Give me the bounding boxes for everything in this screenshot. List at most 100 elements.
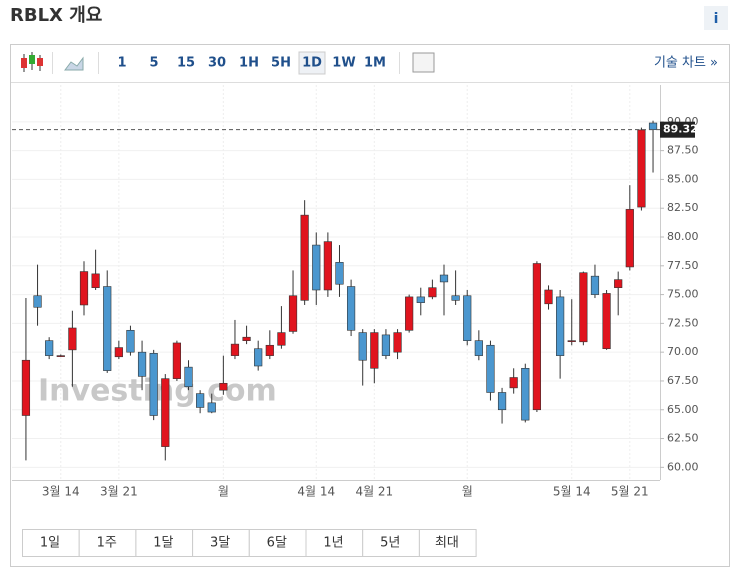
candle-body: [254, 348, 263, 367]
range-label[interactable]: 1주: [97, 536, 117, 551]
x-tick-label: 3월 14: [42, 485, 80, 499]
range-button[interactable]: [305, 529, 364, 557]
candle-body: [137, 351, 147, 377]
technical-chart-link[interactable]: 기술 차트 »: [654, 56, 718, 71]
y-tick-label: 77.50: [667, 259, 699, 272]
candle-icon[interactable]: [21, 52, 43, 72]
candle-body: [207, 402, 216, 413]
range-button[interactable]: [192, 529, 250, 557]
candle-body: [439, 274, 449, 283]
candle-body: [358, 332, 367, 361]
interval-button[interactable]: 1D: [302, 56, 322, 71]
last-price-box: [660, 121, 695, 138]
candle-body: [196, 393, 205, 408]
candle-body: [451, 295, 460, 301]
active-interval-box: [298, 51, 326, 75]
interval-button[interactable]: 5: [149, 56, 158, 71]
candle-body: [381, 334, 391, 356]
candle-body: [497, 392, 507, 411]
x-tick-label: 3월 21: [100, 485, 138, 499]
candle-body: [45, 340, 54, 356]
candle-body: [219, 382, 228, 391]
range-button[interactable]: [418, 529, 477, 557]
candle-body: [567, 340, 576, 342]
candle-body: [277, 332, 286, 346]
range-label[interactable]: 6달: [267, 536, 287, 551]
y-tick-label: 60.00: [667, 460, 699, 473]
interval-button[interactable]: 1W: [332, 56, 355, 71]
candle-body: [346, 286, 356, 331]
range-label[interactable]: 1년: [323, 536, 343, 551]
y-tick-label: 65.00: [667, 403, 699, 416]
y-tick-label: 87.50: [667, 144, 699, 157]
candle-body: [161, 378, 170, 447]
candle-body: [68, 327, 77, 351]
candle-body: [265, 344, 274, 356]
interval-button[interactable]: 1M: [364, 56, 386, 71]
candle-body: [614, 279, 623, 288]
candle-body: [126, 329, 135, 353]
candle-body: [149, 353, 158, 416]
candle-body: [509, 377, 518, 389]
candle-body: [114, 347, 123, 358]
range-button[interactable]: [248, 529, 307, 557]
last-price-label: 89.32: [663, 123, 698, 136]
y-tick-label: 62.50: [667, 432, 699, 445]
interval-button[interactable]: 5H: [271, 56, 291, 71]
candle-body: [486, 344, 495, 393]
y-tick-label: 85.00: [667, 172, 699, 185]
interval-button[interactable]: 15: [177, 56, 195, 71]
candle-body: [602, 293, 611, 350]
candle-body: [637, 129, 646, 208]
range-label[interactable]: 1달: [153, 536, 173, 551]
candle-body: [556, 296, 565, 356]
candle-body: [648, 122, 658, 130]
range-button[interactable]: [135, 529, 194, 557]
x-tick-label: 월: [218, 485, 229, 499]
candle-body: [625, 209, 634, 268]
range-button[interactable]: [22, 529, 80, 557]
x-tick-label: 4월 14: [297, 485, 335, 499]
candle-body: [532, 263, 542, 411]
candle-body: [172, 342, 182, 379]
candle-body: [393, 332, 402, 353]
x-tick-label: 월: [462, 485, 473, 499]
candle-body: [474, 340, 483, 356]
range-button[interactable]: [78, 529, 137, 557]
interval-button[interactable]: 1: [117, 56, 126, 71]
area-icon[interactable]: [64, 56, 84, 71]
candle-body: [428, 287, 437, 298]
candle-body: [579, 272, 588, 343]
range-label[interactable]: 5년: [380, 536, 400, 551]
candle-body: [184, 366, 193, 388]
candle-body: [230, 343, 240, 356]
candle-body: [312, 244, 321, 291]
candle-body: [103, 286, 112, 371]
info-icon[interactable]: i: [714, 11, 719, 27]
interval-button[interactable]: 1H: [239, 56, 259, 71]
candle-body: [56, 355, 65, 357]
table-icon[interactable]: [412, 52, 435, 73]
page-title: RBLX 개요: [10, 5, 102, 26]
y-tick-label: 80.00: [667, 230, 699, 243]
y-tick-label: 72.50: [667, 316, 699, 329]
range-label[interactable]: 3달: [210, 536, 230, 551]
candle-body: [463, 295, 472, 341]
range-label[interactable]: 최대: [435, 536, 459, 551]
candle-body: [416, 296, 425, 303]
x-tick-label: 5월 14: [553, 485, 591, 499]
candle-body: [405, 296, 414, 331]
y-tick-label: 75.00: [667, 288, 699, 301]
y-tick-label: 70.00: [667, 345, 699, 358]
y-tick-label: 67.50: [667, 374, 699, 387]
candle-body: [521, 367, 530, 421]
candle-body: [288, 295, 298, 332]
x-tick-label: 4월 21: [355, 485, 393, 499]
info-button[interactable]: [704, 6, 728, 30]
candle-body: [370, 332, 379, 369]
interval-button[interactable]: 30: [208, 56, 226, 71]
range-label[interactable]: 1일: [40, 536, 60, 551]
candle-body: [323, 241, 332, 291]
y-tick-label: 82.50: [667, 201, 699, 214]
